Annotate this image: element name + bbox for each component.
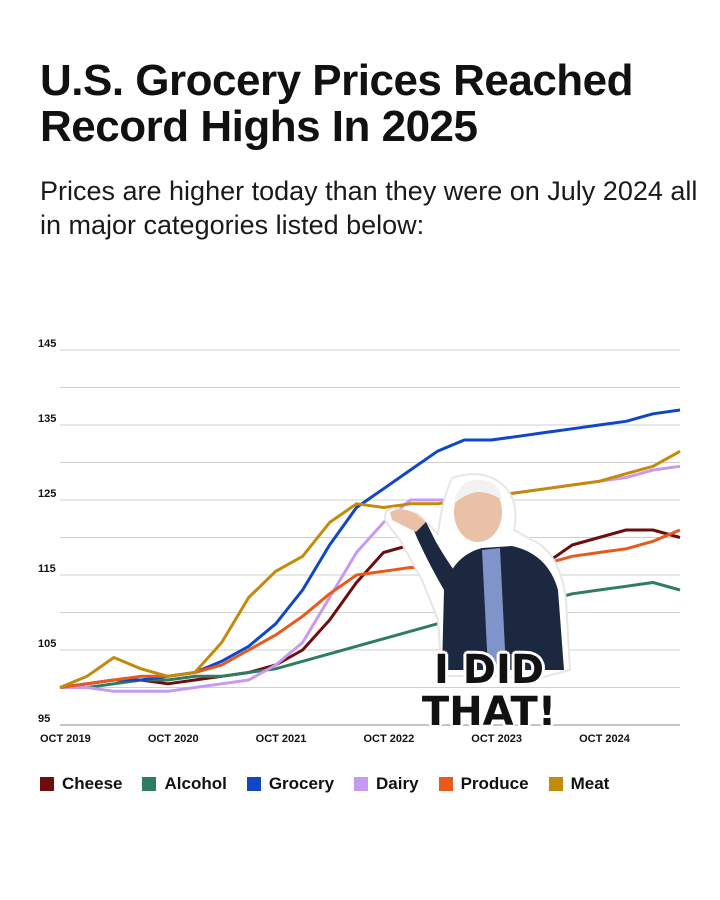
x-tick-label: OCT 2024 <box>579 733 631 745</box>
x-tick-label: OCT 2023 <box>471 733 522 745</box>
legend-label: Meat <box>570 774 610 793</box>
legend-label: Dairy <box>376 774 419 793</box>
legend-label: Cheese <box>62 774 123 793</box>
legend-item-dairy: Dairy <box>354 774 419 794</box>
legend-item-cheese: Cheese <box>40 774 122 794</box>
sticker-text-line-2: THAT! <box>421 689 557 735</box>
y-tick-label: 95 <box>38 713 50 725</box>
legend-swatch <box>438 777 453 791</box>
legend-swatch <box>548 777 563 791</box>
legend-item-grocery: Grocery <box>246 774 335 794</box>
y-tick-label: 125 <box>38 488 56 500</box>
legend-swatch <box>40 777 54 791</box>
y-tick-label: 135 <box>38 413 56 425</box>
x-tick-label: OCT 2022 <box>363 733 414 745</box>
y-tick-label: 105 <box>38 638 56 650</box>
legend-swatch <box>354 777 369 791</box>
legend-label: Alcohol <box>164 774 227 793</box>
series-lines <box>59 408 681 693</box>
legend-label: Produce <box>460 774 529 793</box>
legend-label: Grocery <box>268 774 335 793</box>
legend-item-meat: Meat <box>548 774 610 794</box>
y-axis-ticks: 145 135 125 115 105 95 <box>38 338 56 725</box>
person-sticker <box>384 473 572 682</box>
series-line-grocery <box>59 408 681 689</box>
legend-swatch <box>246 777 261 791</box>
x-tick-label: OCT 2020 <box>148 733 199 745</box>
series-line-meat <box>59 449 681 689</box>
legend-item-alcohol: Alcohol <box>142 774 227 794</box>
y-tick-label: 145 <box>38 338 56 350</box>
chart-legend: Cheese Alcohol Grocery Dairy Produce Meat <box>40 774 700 794</box>
series-line-produce <box>59 528 681 689</box>
series-line-cheese <box>59 528 681 689</box>
sticker-text-line-1: I DID <box>433 647 545 693</box>
y-tick-label: 115 <box>38 563 56 575</box>
chart-title: U.S. Grocery Prices Reached Record Highs… <box>40 56 634 151</box>
series-line-alcohol <box>60 581 681 689</box>
legend-swatch <box>142 777 157 791</box>
x-tick-label: OCT 2021 <box>256 733 307 745</box>
legend-item-produce: Produce <box>438 774 529 794</box>
chart-subtitle: Prices are higher today than they were o… <box>40 176 698 240</box>
x-axis-ticks: OCT 2019 OCT 2020 OCT 2021 OCT 2022 OCT 2023… <box>40 733 631 745</box>
x-tick-label: OCT 2019 <box>40 733 91 745</box>
